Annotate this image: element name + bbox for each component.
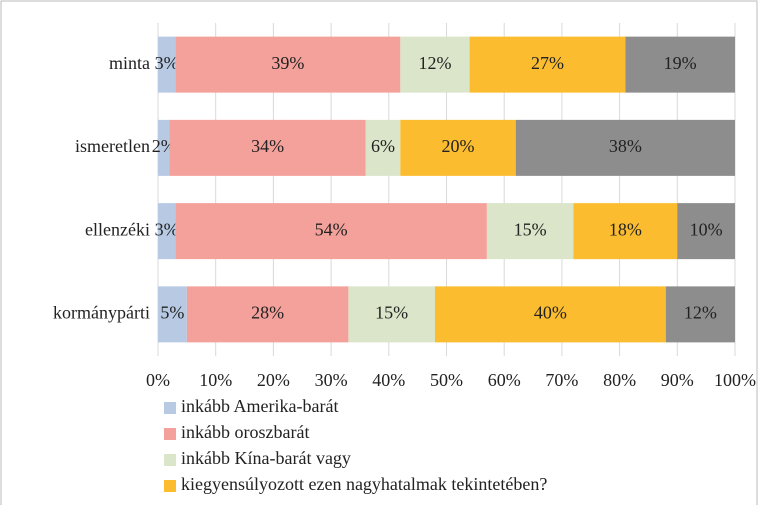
legend-swatch [164,454,176,466]
data-label: 15% [514,219,547,239]
bar-segment [486,203,574,260]
bar-segment [158,119,170,176]
bar-segment [158,286,187,343]
bar-segment [175,203,487,260]
legend-label: kiegyensúlyozott ezen nagyhatalmak tekin… [181,474,547,494]
data-label: 39% [271,53,304,73]
y-tick-label: kormánypárti [53,303,150,323]
legend-swatch [164,402,176,414]
data-label: 18% [609,219,642,239]
data-label: 20% [442,136,475,156]
bar-segment [625,36,735,93]
data-label: 54% [315,219,348,239]
bar-segment [169,119,366,176]
data-label: 40% [534,303,567,323]
bar-segment [158,203,176,260]
bar-segment [665,286,735,343]
x-tick-label: 0% [146,370,170,390]
bar-segment [573,203,678,260]
x-tick-label: 70% [545,370,578,390]
data-label: 12% [418,53,451,73]
bar-segment [175,36,401,93]
data-label: 15% [375,303,408,323]
x-tick-label: 30% [315,370,348,390]
y-tick-label: ellenzéki [85,219,150,239]
bar-segment [158,36,176,93]
data-label: 3% [155,53,179,73]
bar-segment [400,119,516,176]
x-tick-label: 100% [714,370,756,390]
legend-swatch [164,428,176,440]
legend-label: inkább oroszbarát [181,422,309,442]
x-tick-label: 50% [430,370,463,390]
data-label: 27% [531,53,564,73]
data-label: 38% [609,136,642,156]
data-label: 34% [251,136,284,156]
data-label: 5% [160,303,184,323]
data-label: 10% [690,219,723,239]
bar-segment [469,36,626,93]
data-label: 3% [155,219,179,239]
bar-segment [365,119,401,176]
data-label: 28% [251,303,284,323]
bar-segment [515,119,735,176]
bar-segment [348,286,435,343]
x-tick-label: 60% [488,370,521,390]
legend-label: inkább Kína-barát vagy [181,448,351,468]
bar-segment [186,286,349,343]
x-tick-label: 10% [199,370,232,390]
x-tick-label: 90% [661,370,694,390]
data-label: 12% [684,303,717,323]
bar-segment [677,203,735,260]
data-label: 19% [664,53,697,73]
bar-segment [400,36,470,93]
y-tick-label: minta [109,53,150,73]
x-tick-label: 80% [603,370,636,390]
legend-swatch [164,480,176,492]
x-tick-label: 20% [257,370,290,390]
data-label: 6% [371,136,395,156]
legend-label: inkább Amerika-barát [181,396,338,416]
bar-segment [434,286,666,343]
y-tick-label: ismeretlen [75,136,150,156]
x-tick-label: 40% [372,370,405,390]
